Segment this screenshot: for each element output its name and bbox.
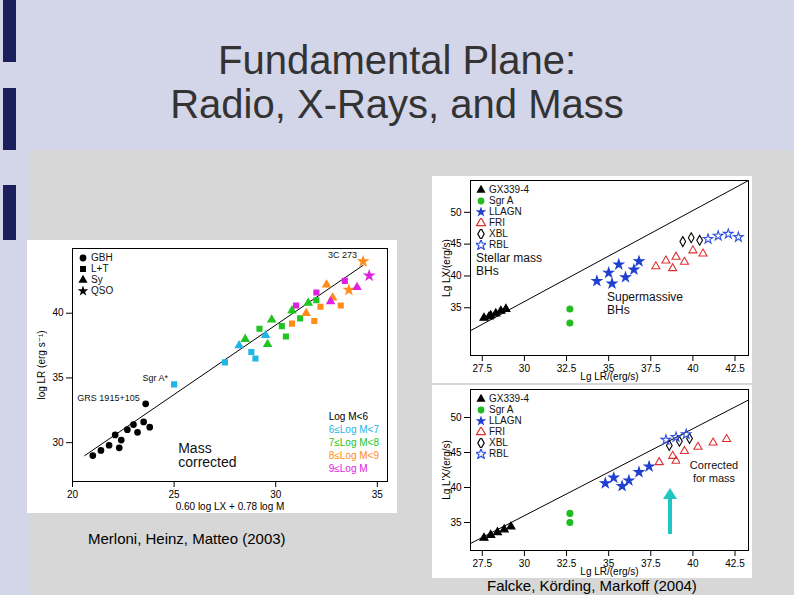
svg-text:32.5: 32.5 (557, 363, 577, 374)
svg-text:30: 30 (52, 437, 64, 448)
html-text:Supermassive BHs: Supermassive BHs (607, 290, 683, 317)
svg-text:Lg LR/(erg/s): Lg LR/(erg/s) (580, 371, 638, 382)
html-text:Sgr A: Sgr A (489, 195, 514, 206)
svg-text:35: 35 (450, 302, 462, 313)
html-text:RBL: RBL (489, 239, 509, 250)
html-text:RBL: RBL (489, 448, 509, 459)
svg-text:35: 35 (450, 517, 462, 528)
svg-text:27.5: 27.5 (473, 558, 493, 569)
html-text:LLAGN: LLAGN (489, 415, 522, 426)
html-text:Corrected for mass: Corrected for mass (689, 459, 739, 484)
html-text:GX339-4: GX339-4 (489, 184, 529, 195)
svg-text:50: 50 (450, 207, 462, 218)
svg-text:45: 45 (450, 447, 462, 458)
svg-text:35: 35 (52, 372, 64, 383)
svg-text:40: 40 (687, 363, 699, 374)
svg-text:35: 35 (603, 362, 615, 374)
svg-text:Lg L'X/(erg/s): Lg L'X/(erg/s) (441, 440, 452, 500)
svg-text:log LR (erg s⁻¹): log LR (erg s⁻¹) (36, 330, 47, 399)
html-text:L+T: L+T (91, 263, 109, 274)
svg-text:37.5: 37.5 (641, 558, 661, 569)
html-text:Sy: Sy (91, 274, 103, 285)
html-text:Radio, X-Rays, and Mass: Radio, X-Rays, and Mass (170, 82, 624, 126)
svg-text:30: 30 (270, 489, 282, 500)
html-text:FRI: FRI (489, 426, 506, 437)
html-text:Sgr A: Sgr A (489, 404, 514, 415)
html-text:XBL: XBL (489, 228, 508, 239)
html-text:Log M<6: Log M<6 (328, 411, 368, 422)
svg-text:Masscorrected: Masscorrected (178, 440, 236, 470)
svg-text:27.5: 27.5 (473, 363, 493, 374)
svg-text:Lg LX/(erg/s): Lg LX/(erg/s) (441, 239, 452, 297)
svg-text:35: 35 (372, 489, 384, 500)
svg-text:40: 40 (450, 482, 462, 493)
svg-text:40: 40 (450, 270, 462, 281)
html-text:8≤Log M<9: 8≤Log M<9 (328, 450, 379, 461)
svg-text:50: 50 (450, 412, 462, 423)
html-text:GBH: GBH (91, 252, 113, 263)
svg-text:42.5: 42.5 (725, 363, 745, 374)
html-text:Merloni, Heinz, Matteo (2003): Merloni, Heinz, Matteo (2003) (88, 530, 286, 547)
svg-text:Lg LR/(erg/s): Lg LR/(erg/s) (580, 566, 638, 577)
html-text:6≤Log M<7: 6≤Log M<7 (328, 424, 379, 435)
html-text:GX339-4: GX339-4 (489, 393, 529, 404)
svg-text:0.60 log LX + 0.78 log M: 0.60 log LX + 0.78 log M (176, 501, 285, 512)
svg-text:Sgr A*: Sgr A* (143, 373, 169, 383)
html-text:QSO: QSO (91, 285, 114, 296)
svg-text:35: 35 (603, 557, 615, 569)
svg-text:30: 30 (519, 363, 531, 374)
html-text:Falcke, Körding, Markoff (2004: Falcke, Körding, Markoff (2004) (487, 577, 697, 594)
svg-text:45: 45 (450, 238, 462, 249)
svg-text:GRS 1915+105: GRS 1915+105 (77, 393, 139, 403)
html-text:FRI: FRI (489, 217, 506, 228)
html-text:LLAGN: LLAGN (489, 206, 522, 217)
svg-text:32.5: 32.5 (557, 558, 577, 569)
html-text:Fundamental Plane:: Fundamental Plane: (218, 38, 576, 82)
svg-text:30: 30 (519, 558, 531, 569)
svg-text:25: 25 (169, 489, 181, 500)
html-text:Stellar mass BHs: Stellar mass BHs (476, 251, 542, 278)
svg-text:20: 20 (67, 489, 79, 500)
svg-text:40: 40 (52, 307, 64, 318)
html-text:9≤Log M: 9≤Log M (328, 463, 368, 474)
html-text:XBL: XBL (489, 437, 508, 448)
html-text:7≤Log M<8: 7≤Log M<8 (328, 437, 379, 448)
svg-text:42.5: 42.5 (725, 558, 745, 569)
svg-text:3C 273: 3C 273 (328, 250, 357, 260)
svg-text:40: 40 (687, 558, 699, 569)
svg-text:37.5: 37.5 (641, 363, 661, 374)
